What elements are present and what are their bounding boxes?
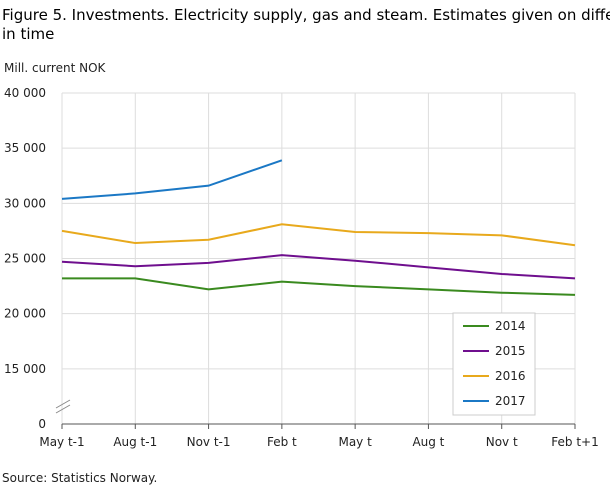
x-tick-label: May t [338, 435, 372, 449]
legend-box [452, 312, 536, 416]
y-tick-label: 35 000 [4, 141, 46, 155]
y-tick-label: 30 000 [4, 196, 46, 210]
y-axis-label: Mill. current NOK [4, 61, 107, 75]
legend-label: 2015 [495, 344, 526, 358]
series-line [61, 223, 576, 247]
x-tick-label: Nov t-1 [187, 435, 231, 449]
legend-label: 2014 [495, 319, 526, 333]
y-tick-label: 15 000 [4, 362, 46, 376]
series-line [61, 254, 576, 280]
axis-break [55, 399, 71, 414]
y-tick-label: 25 000 [4, 252, 46, 266]
legend-label: 2017 [495, 394, 526, 408]
legend-label: 2016 [495, 369, 526, 383]
chart-title: Figure 5. Investments. Electricity suppl… [2, 6, 610, 43]
x-tick-label: Feb t+1 [551, 435, 598, 449]
x-tick-label: Aug t [412, 435, 444, 449]
source: Source: Statistics Norway. [2, 471, 157, 485]
x-tick-label: Aug t-1 [113, 435, 157, 449]
x-tick-label: Nov t [486, 435, 518, 449]
y-tick-label: 20 000 [4, 307, 46, 321]
series-line [62, 277, 576, 296]
y-tick-label: 40 000 [4, 86, 46, 100]
y-tick-label: 0 [38, 417, 46, 431]
x-tick-label: Feb t [267, 435, 297, 449]
x-tick-label: May t-1 [39, 435, 84, 449]
series-line [61, 159, 283, 200]
